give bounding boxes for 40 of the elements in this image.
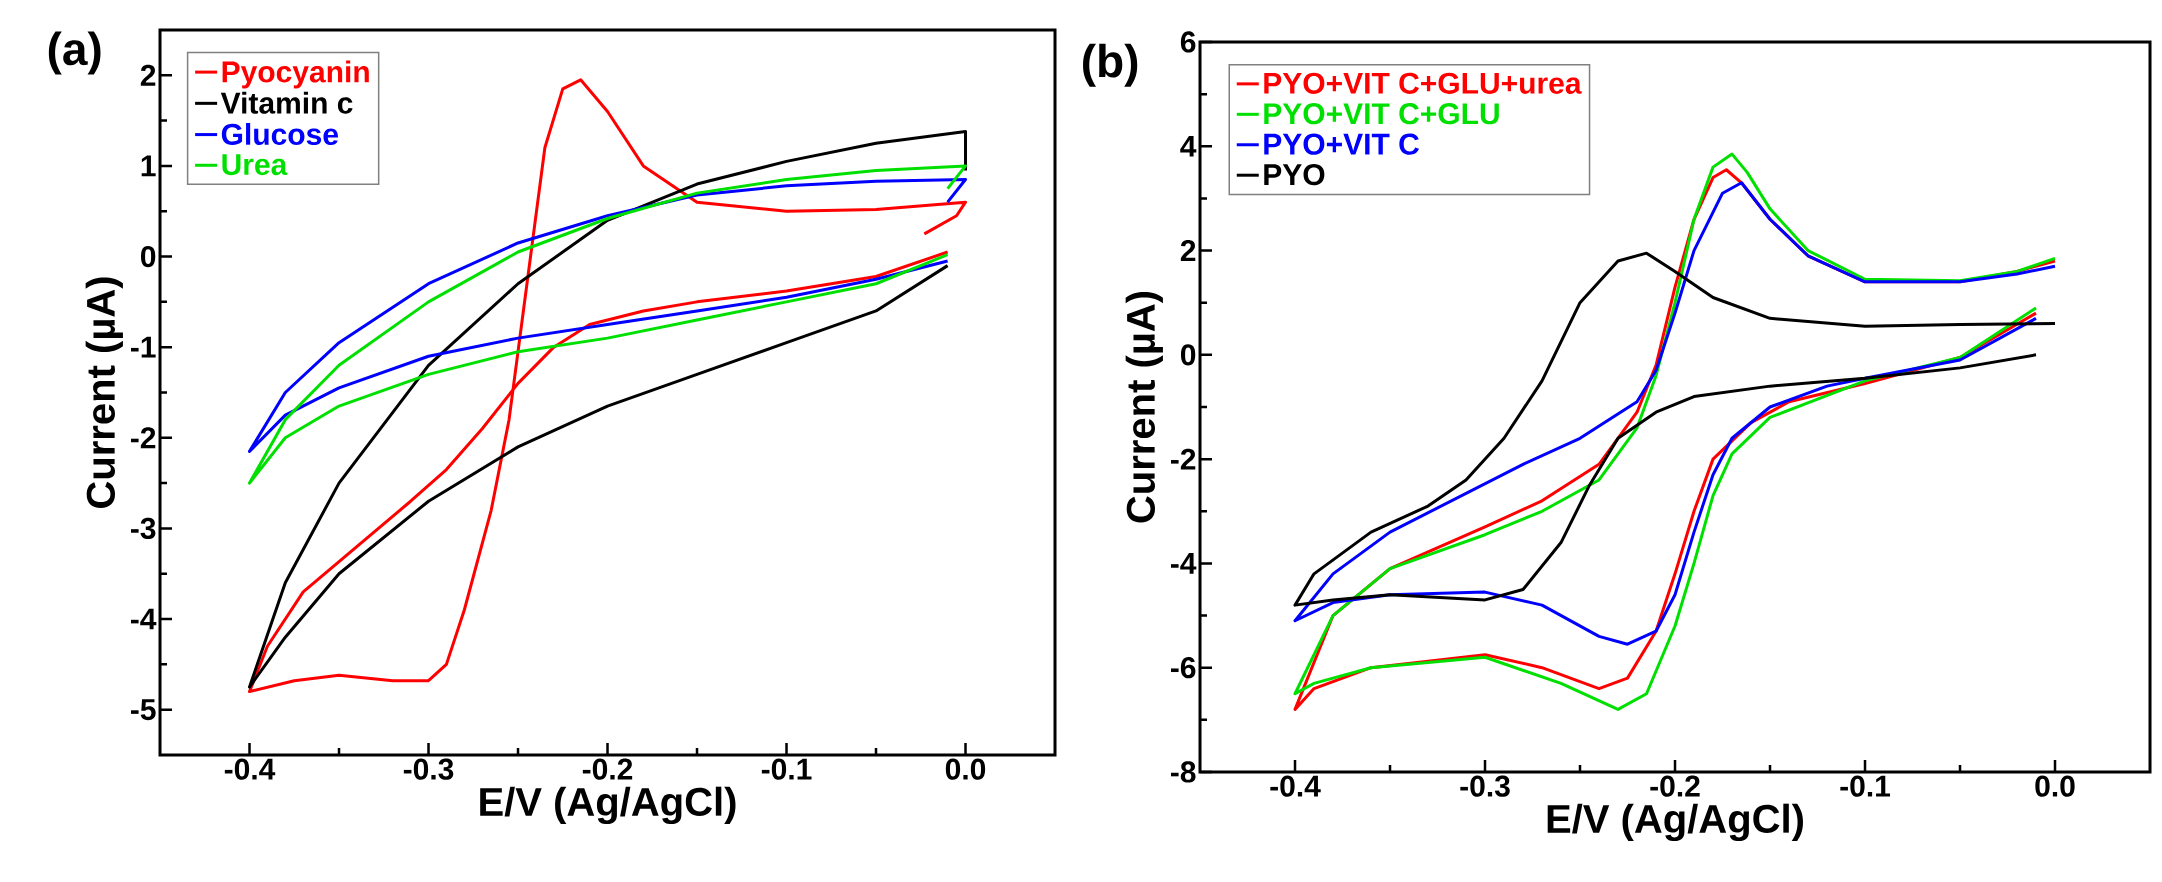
- x-tick-label: -0.2: [582, 758, 633, 780]
- legend-label: Pyocyanin: [222, 60, 369, 89]
- legend-label: Vitamin c: [220, 91, 353, 114]
- x-tick-label: -0.3: [1460, 775, 1510, 797]
- y-tick-label: 6: [1180, 31, 1196, 53]
- x-tick-label: -0.2: [1650, 775, 1700, 797]
- x-tick-label: -0.4: [1270, 775, 1321, 797]
- x-tick-label: -0.1: [1840, 775, 1891, 797]
- legend-label: PYO+VIT C+GLU: [1264, 103, 1499, 125]
- x-tick-label: -0.1: [761, 758, 812, 780]
- legend-label: PYO+VIT C+GLU+urea: [1264, 72, 1582, 94]
- x-tick-label: -0.4: [224, 758, 276, 780]
- y-tick-label: 0: [140, 245, 156, 268]
- y-tick-label: -5: [130, 699, 156, 721]
- chart-title: (b): [1083, 43, 1138, 87]
- chart-title: (a): [48, 31, 101, 75]
- y-tick-label: -4: [1170, 553, 1197, 574]
- y-tick-label: 1: [141, 155, 156, 177]
- x-tick-label: -0.3: [403, 758, 454, 780]
- y-tick-label: -2: [1170, 448, 1196, 470]
- y-tick-label: -2: [130, 427, 156, 449]
- y-tick-label: 2: [1180, 240, 1196, 262]
- y-tick-label: 4: [1180, 135, 1197, 157]
- x-tick-label: 0.0: [945, 758, 986, 780]
- legend-label: PYO: [1264, 163, 1325, 186]
- y-tick-label: -4: [130, 608, 157, 630]
- x-axis-title: E/V (Ag/AgCl): [480, 786, 736, 825]
- x-axis-title: E/V (Ag/AgCl): [1547, 803, 1803, 842]
- legend-label: PYO+VIT C: [1264, 133, 1419, 155]
- y-tick-label: 0: [1180, 344, 1196, 366]
- y-axis-title: Current (µA): [1125, 291, 1163, 523]
- y-tick-label: 2: [140, 64, 156, 86]
- y-axis-title: Current (µA): [85, 277, 123, 508]
- y-tick-label: -1: [130, 336, 156, 358]
- y-tick-label: -8: [1170, 761, 1196, 783]
- legend-label: Glucose: [221, 122, 338, 145]
- y-tick-label: -6: [1170, 657, 1196, 679]
- x-tick-label: 0.0: [2035, 775, 2075, 797]
- legend-label: Urea: [222, 154, 288, 176]
- y-tick-label: -3: [130, 517, 156, 540]
